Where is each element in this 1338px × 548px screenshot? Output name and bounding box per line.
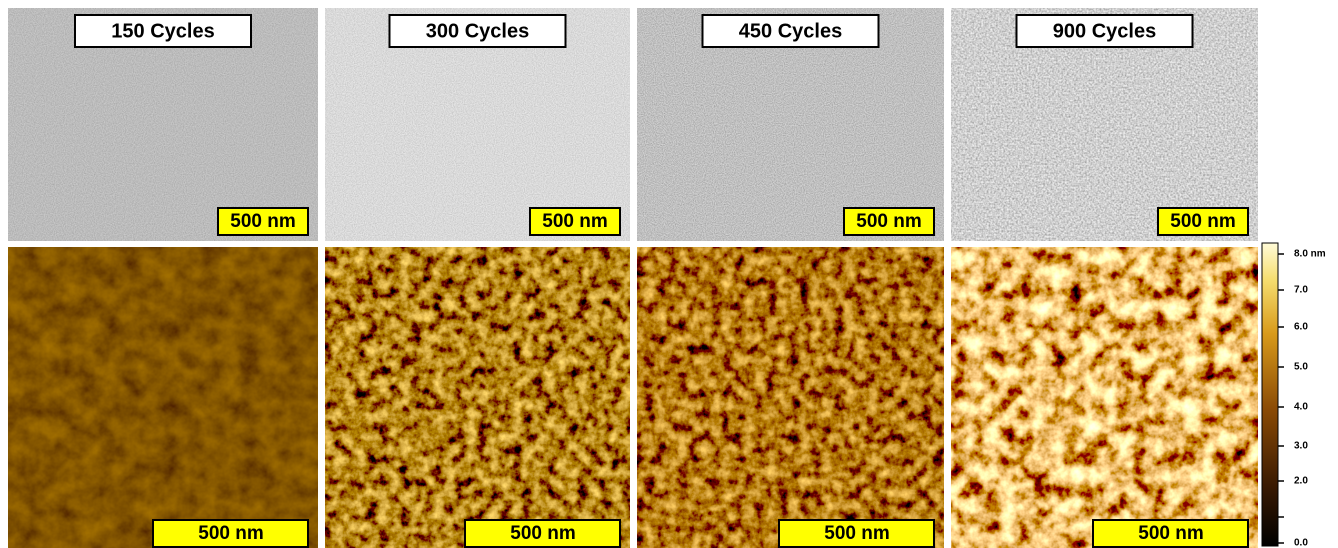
- panel-label: 900 Cycles: [1053, 20, 1156, 42]
- colorbar-tick-label: 8.0 nm: [1294, 249, 1326, 260]
- afm-scale-label: 500 nm: [510, 523, 575, 544]
- afm-image-texture: [951, 247, 1258, 548]
- figure: 150 Cycles 500 nm 500 nm 300 Cycles 500 nm 50…: [0, 0, 1338, 548]
- colorbar-tick-label: 6.0: [1294, 322, 1308, 333]
- colorbar: [1262, 243, 1278, 546]
- sem-scale-label: 500 nm: [230, 211, 295, 232]
- sem-scale-label: 500 nm: [856, 211, 921, 232]
- panel-label: 450 Cycles: [739, 20, 842, 42]
- afm-image-texture: [325, 247, 630, 548]
- colorbar-tick-label: 5.0: [1294, 362, 1308, 373]
- panel-label: 300 Cycles: [426, 20, 529, 42]
- afm-scale-label: 500 nm: [1138, 523, 1203, 544]
- afm-scale-label: 500 nm: [198, 523, 263, 544]
- colorbar-tick-label: 2.0: [1294, 476, 1308, 487]
- sem-scale-label: 500 nm: [542, 211, 607, 232]
- colorbar-tick-label: 7.0: [1294, 285, 1308, 296]
- colorbar-tick-label: 0.0: [1294, 538, 1308, 548]
- afm-image-texture: [8, 247, 318, 548]
- afm-image-texture: [637, 247, 944, 548]
- sem-scale-label: 500 nm: [1170, 211, 1235, 232]
- afm-scale-label: 500 nm: [824, 523, 889, 544]
- colorbar-tick-label: 3.0: [1294, 441, 1308, 452]
- colorbar-tick-label: 4.0: [1294, 402, 1308, 413]
- panel-label: 150 Cycles: [111, 20, 214, 42]
